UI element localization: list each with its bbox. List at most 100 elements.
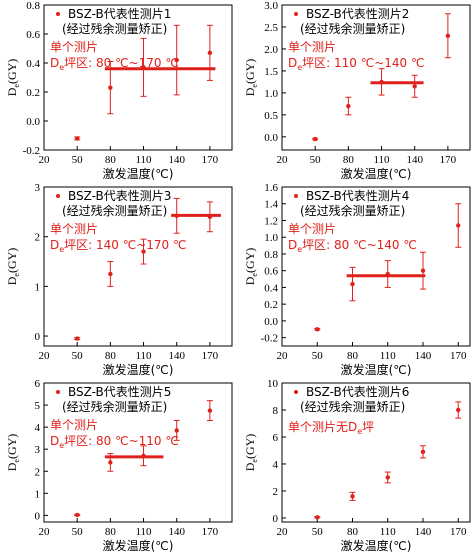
y-axis-unit: (GY)	[243, 59, 257, 84]
note-symbol: D	[288, 238, 297, 252]
x-tick-label: 20	[39, 350, 51, 362]
x-tick-label: 20	[39, 526, 51, 538]
note-symbol: D	[50, 238, 59, 252]
x-tick-label: 140	[406, 154, 423, 166]
y-axis-symbol: D	[5, 87, 19, 96]
panel-6: 20 50 80 110 140 1700246810激发温度(℃)De(GY)BSZ-B…	[243, 378, 471, 553]
y-tick-label: 6	[273, 432, 279, 444]
y-axis-label: De(GY)	[5, 434, 21, 472]
note-text: 单个测片无De坪	[288, 420, 374, 436]
data-point	[108, 271, 113, 277]
y-axis-label: De(GY)	[5, 248, 21, 286]
data-point	[445, 33, 451, 38]
y-tick-label: 0	[35, 331, 41, 343]
y-tick-label: 2	[273, 486, 279, 498]
y-tick-label: 2	[35, 466, 41, 478]
y-axis-unit: (GY)	[243, 248, 257, 273]
legend-label: BSZ-B代表性测片5	[68, 385, 171, 399]
note-line2: De坪区: 140 ℃~170 ℃	[50, 238, 186, 254]
note-subscript: e	[297, 63, 302, 72]
data-point	[385, 475, 390, 480]
x-tick-label: 140	[168, 526, 185, 538]
panel-5: 20 50 80 110 140 1700123456激发温度(℃)De(GY)BSZ-B…	[5, 378, 233, 553]
note-line1: 单个测片	[288, 40, 336, 54]
data-point	[74, 512, 80, 518]
y-tick-label: 1.0	[264, 232, 278, 244]
legend-marker	[294, 12, 298, 16]
x-tick-label: 110	[380, 526, 397, 538]
data-point	[350, 494, 355, 499]
y-axis-unit: (GY)	[5, 248, 19, 273]
x-axis-label: 激发温度(℃)	[341, 166, 412, 181]
legend-sublabel: (经过残余测量矫正)	[300, 399, 405, 414]
data-point	[174, 428, 179, 433]
data-point	[108, 460, 113, 465]
note-symbol: D	[50, 434, 59, 448]
y-tick-label: 1.4	[264, 199, 278, 211]
y-axis-label: De(GY)	[5, 59, 21, 97]
panel-3: 20 50 80 110 140 1700123激发温度(℃)De(GY)BSZ-B代表性…	[5, 182, 233, 377]
y-axis-symbol: D	[243, 462, 257, 471]
data-point	[174, 57, 179, 63]
note-rest: 坪区: 80 ℃~170 ℃	[64, 56, 179, 70]
legend-marker	[56, 194, 60, 198]
y-tick-label: 0.2	[26, 87, 40, 99]
legend-marker	[56, 12, 60, 16]
data-point	[207, 214, 213, 220]
x-tick-label: 170	[202, 526, 219, 538]
x-tick-label: 170	[202, 154, 219, 166]
y-tick-label: -0.2	[23, 145, 40, 157]
plot-frame	[43, 382, 233, 523]
note-subscript: e	[59, 245, 64, 254]
note-subscript: e	[297, 245, 302, 254]
x-tick-label: 80	[105, 526, 117, 538]
note-symbol: D	[50, 56, 59, 70]
y-axis-subscript: e	[250, 84, 259, 88]
x-tick-label: 80	[347, 526, 359, 538]
y-tick-label: 1.2	[264, 215, 278, 227]
panel-4: 20 50 80 110 140 170 -0.2 0.0 0.2 0.4 0.6 0.8 1.0 1.2…	[243, 182, 471, 377]
x-axis-label: 激发温度(℃)	[341, 538, 412, 553]
data-point	[350, 281, 355, 287]
data-point	[412, 84, 417, 89]
note-subscript: e	[59, 441, 64, 450]
note-line2: De坪区: 110 ℃~140 ℃	[288, 56, 424, 72]
data-point	[456, 407, 461, 413]
x-tick-label: 140	[168, 154, 185, 166]
legend-marker	[294, 390, 298, 394]
x-tick-label: 110	[373, 154, 390, 166]
y-tick-label: 0.0	[264, 132, 278, 144]
y-tick-label: 2	[35, 232, 41, 244]
x-tick-label: 20	[277, 350, 289, 362]
plot-frame	[281, 382, 471, 523]
plot-frame	[43, 186, 233, 347]
legend-label: BSZ-B代表性测片3	[68, 189, 171, 203]
x-tick-label: 140	[168, 350, 185, 362]
x-axis-label: 激发温度(℃)	[103, 538, 174, 553]
data-point	[315, 515, 320, 520]
legend-marker	[56, 390, 60, 394]
data-point	[74, 136, 80, 141]
note-line1: 单个测片	[50, 222, 98, 236]
note-rest: 坪区: 110 ℃~140 ℃	[302, 56, 424, 70]
plot-frame	[43, 4, 233, 151]
y-tick-label: 0.4	[26, 58, 40, 70]
y-axis-subscript: e	[12, 459, 21, 463]
note-line2: De坪区: 80 ℃~170 ℃	[50, 56, 179, 72]
note-subscript: e	[357, 427, 362, 436]
legend-label: BSZ-B代表性测片1	[68, 7, 171, 21]
data-point	[108, 85, 113, 90]
legend-label: BSZ-B代表性测片6	[306, 385, 409, 399]
x-tick-label: 80	[105, 350, 117, 362]
y-tick-label: 0	[273, 513, 279, 525]
data-point	[420, 268, 426, 273]
data-point	[141, 249, 146, 254]
y-tick-label: 3	[35, 182, 41, 194]
x-tick-label: 110	[380, 350, 397, 362]
x-tick-label: 140	[415, 526, 432, 538]
y-axis-symbol: D	[5, 276, 19, 285]
note-line2: De坪区: 80 ℃~140 ℃	[288, 238, 417, 254]
y-tick-label: -0.2	[261, 333, 278, 345]
y-tick-label: 1.0	[264, 88, 278, 100]
y-tick-label: 1.5	[264, 66, 278, 78]
